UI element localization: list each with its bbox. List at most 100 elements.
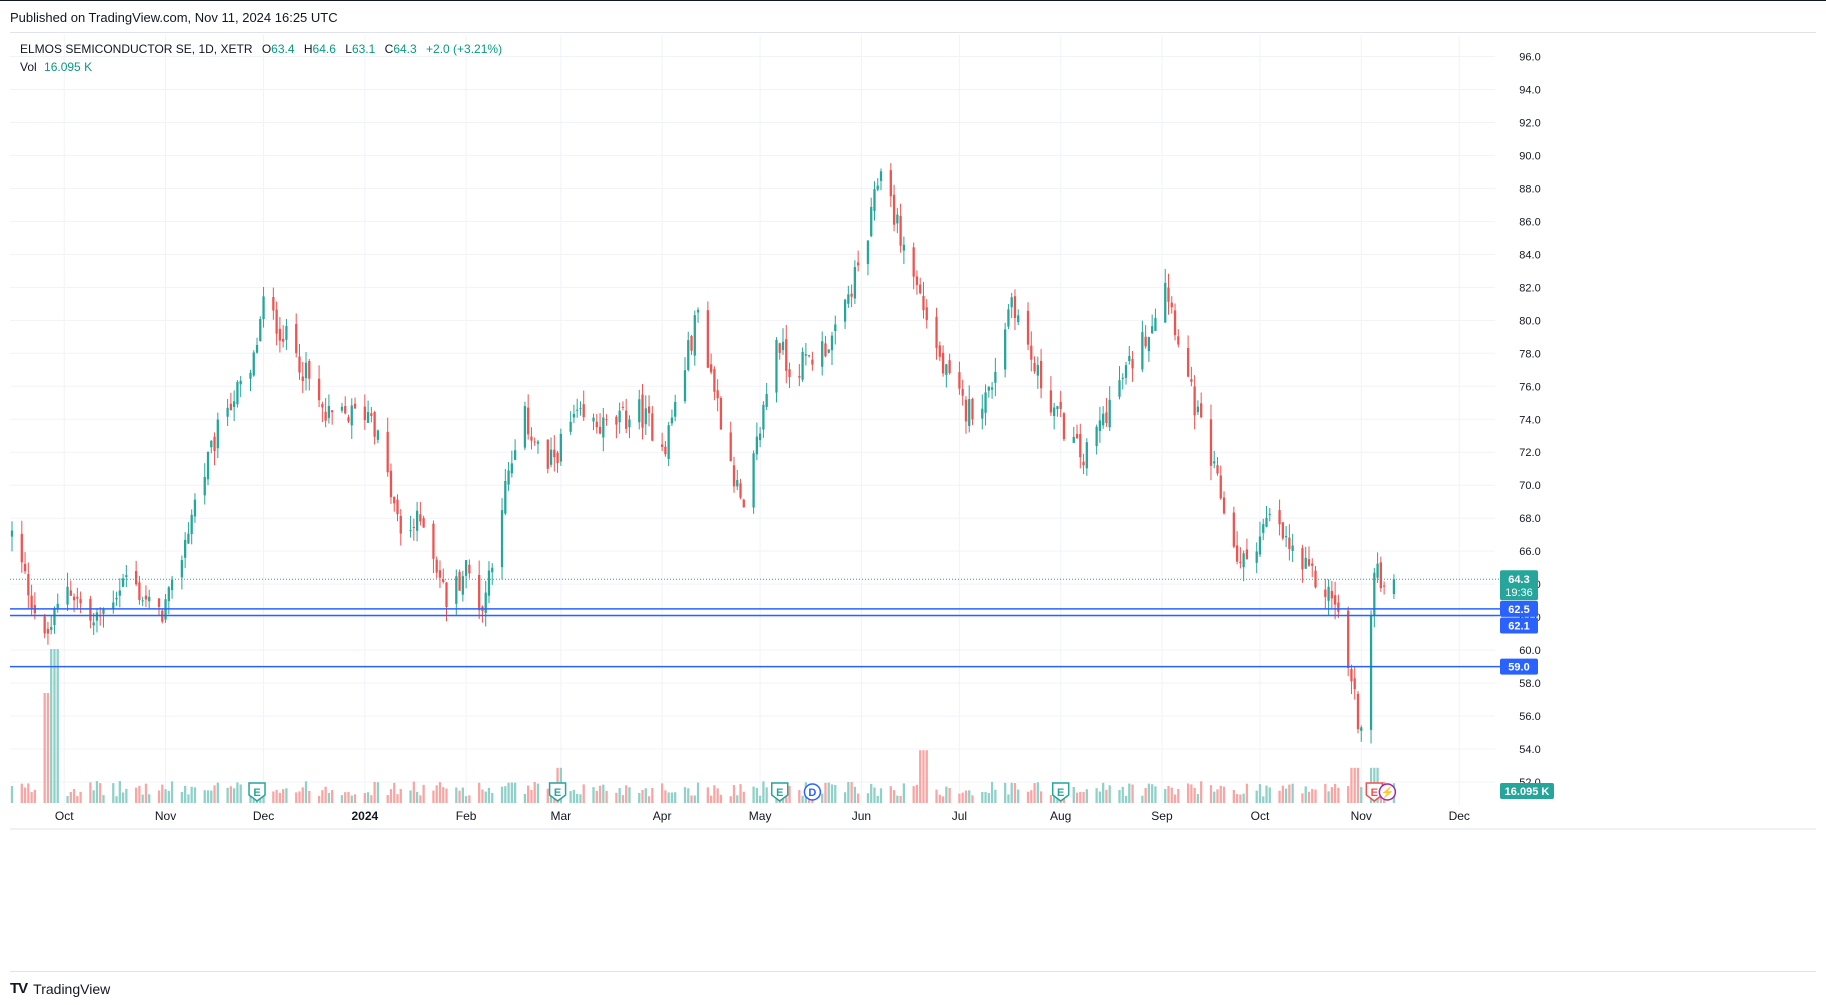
candle-body	[1255, 551, 1258, 563]
candle	[935, 307, 938, 360]
candle	[262, 286, 265, 328]
volume-bar	[389, 789, 393, 803]
y-tick-label: 96.0	[1519, 51, 1540, 63]
candle	[95, 608, 99, 633]
candle-body	[775, 340, 778, 393]
volume-bar	[344, 792, 347, 803]
event-earnings-upcoming-icon[interactable]: E	[1365, 782, 1384, 802]
candle-body	[729, 432, 732, 462]
last-price-value: 64.3	[1508, 574, 1529, 586]
candle-body	[1004, 329, 1007, 370]
candle-body	[1128, 355, 1131, 361]
candle	[69, 580, 72, 596]
volume-bar	[399, 788, 402, 803]
candle-body	[141, 600, 144, 602]
volume-bar	[843, 792, 847, 803]
candle	[1245, 538, 1249, 560]
candle	[1281, 522, 1284, 541]
candle	[605, 414, 608, 426]
candle	[523, 401, 527, 451]
candle	[582, 390, 585, 421]
candle-body	[1007, 309, 1010, 327]
candle-body	[546, 439, 549, 469]
candle-body	[621, 406, 625, 408]
candle-body	[363, 406, 366, 421]
candle-body	[167, 587, 170, 602]
volume-bar	[1082, 791, 1085, 803]
candle	[781, 328, 785, 355]
volume-bar	[1177, 788, 1180, 803]
candle-body	[89, 598, 92, 621]
candle	[638, 389, 641, 430]
candle	[1121, 373, 1124, 390]
event-earnings-icon[interactable]: E	[548, 782, 567, 802]
chart-frame	[10, 32, 1816, 972]
volume-bar	[729, 796, 732, 803]
event-news-icon[interactable]: ⚡	[1378, 783, 1397, 801]
candle-body	[873, 189, 876, 211]
candle	[1209, 404, 1213, 481]
footer-brand[interactable]: TV TradingView	[10, 980, 110, 997]
candle	[226, 398, 229, 426]
volume-bar	[876, 795, 879, 803]
candle-body	[1173, 310, 1177, 336]
y-tick-label: 60.0	[1519, 645, 1540, 657]
candle	[376, 429, 380, 444]
candle-body	[399, 515, 402, 534]
candle-body	[961, 389, 964, 396]
event-badge	[1051, 782, 1070, 802]
candle	[1242, 550, 1245, 582]
candle	[50, 614, 53, 635]
candle	[892, 184, 896, 232]
candle	[239, 375, 242, 397]
candle-body	[487, 570, 491, 596]
candle-body	[23, 563, 27, 572]
volume-bar	[327, 793, 331, 803]
y-axis: 52.054.056.058.060.062.064.066.068.070.0…	[1519, 51, 1540, 789]
candle	[899, 203, 902, 253]
x-tick-label: Dec	[1449, 809, 1470, 823]
event-earnings-icon[interactable]: E	[248, 782, 266, 802]
candle-body	[121, 578, 125, 587]
volume-bar	[1281, 785, 1284, 803]
candle-body	[1239, 561, 1242, 564]
candle	[1222, 491, 1226, 515]
candle	[785, 324, 788, 384]
candle	[1219, 465, 1222, 500]
volume-bar	[393, 782, 396, 803]
candle	[804, 342, 808, 366]
y-tick-label: 74.0	[1519, 414, 1540, 426]
candle	[1030, 331, 1033, 372]
volume-bar	[987, 792, 990, 803]
volume-bar	[644, 788, 647, 803]
event-earnings-icon[interactable]: E	[770, 782, 789, 802]
volume-bar	[651, 787, 654, 803]
event-earnings-icon[interactable]: E	[1051, 782, 1070, 802]
event-dividend-icon[interactable]: D	[803, 783, 822, 801]
candle-body	[43, 616, 46, 634]
volume-bar	[233, 788, 236, 803]
ohlc-row: ELMOS SEMICONDUCTOR SE, 1D, XETR O63.4 H…	[20, 40, 502, 58]
candle-body	[824, 343, 827, 357]
x-tick-label: Nov	[155, 809, 176, 823]
volume-bar	[478, 782, 481, 803]
volume-bar	[1004, 782, 1007, 803]
candle	[850, 284, 853, 308]
candle	[373, 410, 376, 445]
candle-body	[135, 571, 138, 585]
candle-body	[455, 576, 458, 604]
candle-body	[187, 533, 190, 544]
candle-body	[984, 392, 987, 413]
symbol-title[interactable]: ELMOS SEMICONDUCTOR SE, 1D, XETR	[20, 42, 253, 56]
candle-body	[1200, 403, 1203, 418]
candle-body	[1098, 420, 1102, 431]
candle-body	[1121, 377, 1124, 379]
candle	[1360, 725, 1363, 742]
volume-bar	[834, 784, 837, 803]
candle	[674, 394, 677, 422]
candle	[1304, 546, 1307, 570]
candle-body	[419, 514, 422, 522]
volume-bar	[853, 786, 857, 803]
candle-body	[713, 368, 716, 392]
